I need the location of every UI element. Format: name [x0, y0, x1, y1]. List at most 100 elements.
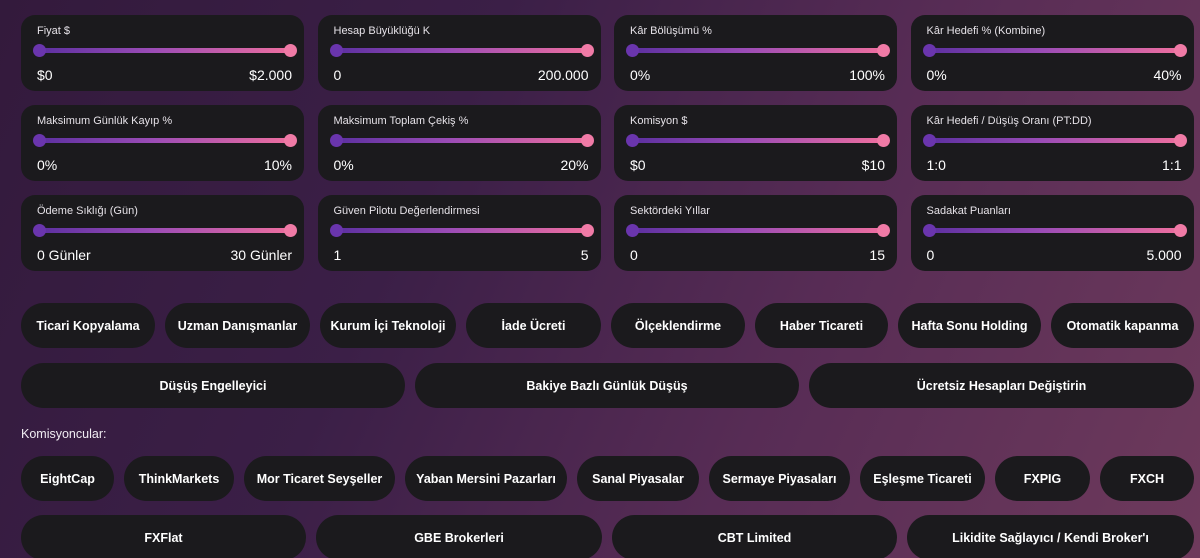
slider-max-handle[interactable]	[580, 224, 594, 237]
feature-pill-expert-advisors[interactable]: Uzman Danışmanlar	[165, 303, 310, 348]
feature-pill-weekend-holding[interactable]: Hafta Sonu Holding	[898, 303, 1041, 348]
slider-label: Komisyon $	[630, 115, 688, 127]
feature-pill-refund-fee[interactable]: İade Ücreti	[466, 303, 601, 348]
slider-min-value: $0	[630, 157, 646, 173]
slider-track[interactable]	[922, 224, 1187, 237]
slider-track[interactable]	[626, 134, 890, 147]
slider-label: Ödeme Sıklığı (Gün)	[37, 205, 138, 217]
slider-min-handle[interactable]	[626, 44, 639, 57]
slider-min-value: 0 Günler	[37, 247, 91, 263]
slider-max-handle[interactable]	[580, 134, 594, 147]
slider-card-years-in-industry: Sektördeki Yıllar 0 15	[614, 195, 897, 271]
broker-pill-thinkmarkets[interactable]: ThinkMarkets	[124, 456, 234, 501]
broker-pill-eightcap[interactable]: EightCap	[21, 456, 114, 501]
slider-min-handle[interactable]	[329, 224, 343, 237]
slider-label: Kâr Bölüşümü %	[630, 25, 712, 37]
slider-min-value: 0%	[37, 157, 58, 173]
broker-pill-match-trade[interactable]: Eşleşme Ticareti	[860, 456, 985, 501]
slider-track[interactable]	[329, 134, 594, 147]
slider-max-handle[interactable]	[580, 44, 594, 57]
slider-card-price: Fiyat $ $0 $2.000	[21, 15, 304, 91]
slider-track[interactable]	[33, 134, 297, 147]
feature-pill-free-account-swap[interactable]: Ücretsiz Hesapları Değiştirin	[809, 363, 1194, 408]
feature-pill-news-trading[interactable]: Haber Ticareti	[755, 303, 888, 348]
slider-min-value: 1	[333, 247, 342, 263]
brokers-section-label: Komisyoncular:	[21, 427, 107, 441]
slider-min-handle[interactable]	[33, 44, 46, 57]
broker-pill-cbt-limited[interactable]: CBT Limited	[612, 515, 897, 558]
slider-min-handle[interactable]	[922, 44, 936, 57]
slider-card-payout-frequency: Ödeme Sıklığı (Gün) 0 Günler 30 Günler	[21, 195, 304, 271]
slider-min-handle[interactable]	[922, 134, 936, 147]
slider-max-value: 5.000	[1146, 247, 1182, 263]
slider-track[interactable]	[626, 44, 890, 57]
slider-max-value: 30 Günler	[230, 247, 292, 263]
slider-min-value: 0%	[333, 157, 354, 173]
slider-card-pt-dd-ratio: Kâr Hedefi / Düşüş Oranı (PT:DD) 1:0 1:1	[910, 105, 1194, 181]
slider-min-handle[interactable]	[626, 134, 639, 147]
slider-min-handle[interactable]	[922, 224, 936, 237]
slider-min-handle[interactable]	[329, 44, 343, 57]
slider-track[interactable]	[329, 224, 594, 237]
feature-pill-in-house-tech[interactable]: Kurum İçi Teknoloji	[320, 303, 456, 348]
slider-max-handle[interactable]	[877, 134, 890, 147]
slider-max-value: $10	[861, 157, 885, 173]
broker-pill-gbe-brokers[interactable]: GBE Brokerleri	[316, 515, 602, 558]
slider-max-handle[interactable]	[1173, 134, 1187, 147]
slider-card-max-daily-loss: Maksimum Günlük Kayıp % 0% 10%	[21, 105, 304, 181]
slider-track[interactable]	[33, 44, 297, 57]
slider-card-profit-split: Kâr Bölüşümü % 0% 100%	[614, 15, 897, 91]
broker-pill-virtual-markets[interactable]: Sanal Piyasalar	[577, 456, 699, 501]
broker-pill-capital-markets[interactable]: Sermaye Piyasaları	[709, 456, 850, 501]
slider-label: Kâr Hedefi / Düşüş Oranı (PT:DD)	[926, 115, 1092, 127]
slider-label: Maksimum Toplam Çekiş %	[333, 115, 469, 127]
broker-pill-fxpig[interactable]: FXPIG	[995, 456, 1090, 501]
slider-max-handle[interactable]	[284, 44, 297, 57]
slider-max-handle[interactable]	[284, 134, 297, 147]
slider-min-handle[interactable]	[33, 134, 46, 147]
slider-card-commission: Komisyon $ $0 $10	[614, 105, 897, 181]
slider-track[interactable]	[329, 44, 594, 57]
slider-min-handle[interactable]	[329, 134, 343, 147]
feature-pill-auto-close[interactable]: Otomatik kapanma	[1051, 303, 1194, 348]
slider-card-account-size: Hesap Büyüklüğü K 0 200.000	[317, 15, 601, 91]
slider-max-value: $2.000	[249, 67, 292, 83]
slider-label: Maksimum Günlük Kayıp %	[37, 115, 173, 127]
slider-track[interactable]	[922, 134, 1187, 147]
slider-track[interactable]	[922, 44, 1187, 57]
broker-pill-blueberry-markets[interactable]: Yaban Mersini Pazarları	[405, 456, 567, 501]
slider-label: Fiyat $	[37, 25, 71, 37]
slider-card-profit-target: Kâr Hedefi % (Kombine) 0% 40%	[910, 15, 1194, 91]
feature-pill-drawdown-blocker[interactable]: Düşüş Engelleyici	[21, 363, 405, 408]
broker-pill-fxch[interactable]: FXCH	[1100, 456, 1194, 501]
slider-min-value: 1:0	[926, 157, 946, 173]
slider-max-value: 40%	[1153, 67, 1182, 83]
slider-max-value: 20%	[560, 157, 589, 173]
slider-min-value: $0	[37, 67, 53, 83]
broker-pill-liquidity-provider[interactable]: Likidite Sağlayıcı / Kendi Broker'ı	[907, 515, 1194, 558]
feature-pill-copy-trading[interactable]: Ticari Kopyalama	[21, 303, 155, 348]
slider-max-handle[interactable]	[877, 224, 890, 237]
slider-min-handle[interactable]	[33, 224, 46, 237]
filter-sliders-grid: Fiyat $ $0 $2.000 Hesap Büyüklüğü K 0 20…	[21, 15, 1194, 271]
slider-min-value: 0	[333, 67, 342, 83]
slider-min-value: 0%	[630, 67, 651, 83]
slider-max-value: 100%	[849, 67, 885, 83]
slider-max-value: 1:1	[1162, 157, 1182, 173]
slider-max-handle[interactable]	[1173, 224, 1187, 237]
slider-min-handle[interactable]	[626, 224, 639, 237]
slider-max-handle[interactable]	[284, 224, 297, 237]
slider-min-value: 0	[630, 247, 638, 263]
slider-max-value: 200.000	[537, 67, 589, 83]
slider-min-value: 0	[926, 247, 935, 263]
slider-track[interactable]	[33, 224, 297, 237]
slider-track[interactable]	[626, 224, 890, 237]
broker-pill-fxflat[interactable]: FXFlat	[21, 515, 306, 558]
slider-max-handle[interactable]	[877, 44, 890, 57]
slider-label: Hesap Büyüklüğü K	[333, 25, 431, 37]
slider-max-handle[interactable]	[1173, 44, 1187, 57]
feature-pill-balance-based-daily-drawdown[interactable]: Bakiye Bazlı Günlük Düşüş	[415, 363, 799, 408]
feature-pill-scaling[interactable]: Ölçeklendirme	[611, 303, 745, 348]
slider-card-loyalty-points: Sadakat Puanları 0 5.000	[910, 195, 1194, 271]
broker-pill-purple-trading-seychelles[interactable]: Mor Ticaret Seyşeller	[244, 456, 395, 501]
